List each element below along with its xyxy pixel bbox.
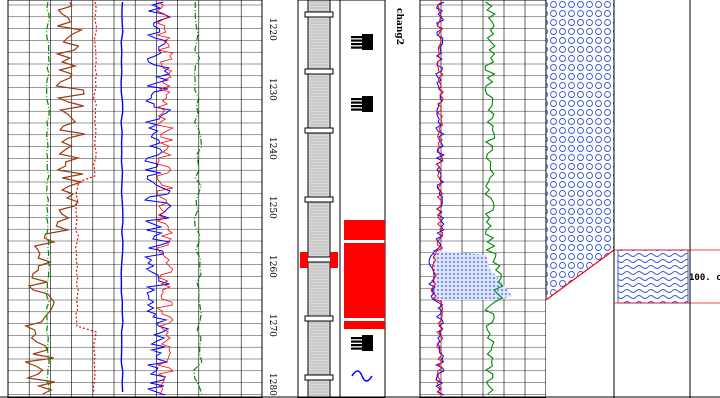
neutron-curve xyxy=(45,1,50,393)
coal-block xyxy=(362,34,373,50)
sand-layer xyxy=(344,321,385,329)
depth-label-1260: 1260 xyxy=(267,255,277,278)
sonic-curve xyxy=(193,1,203,395)
casing-collar xyxy=(304,315,334,322)
gamma-curve xyxy=(143,1,172,396)
interpretation-value: 100. c xyxy=(689,273,720,283)
curve-track-1 xyxy=(7,0,263,398)
resistivity-shallow-curve xyxy=(430,1,444,396)
caliper-curve xyxy=(120,1,124,393)
depth-label-1230: 1230 xyxy=(267,78,277,101)
pattern-mask xyxy=(546,250,614,398)
porosity-fill xyxy=(433,250,512,300)
tilde-icon xyxy=(351,370,373,382)
depth-label-1270: 1270 xyxy=(267,314,277,337)
circle-pattern-icon xyxy=(546,0,614,300)
depth-label-1220: 1220 xyxy=(267,18,277,41)
depth-label-1280: 1280 xyxy=(267,373,277,396)
sand-layer xyxy=(344,220,385,240)
casing-track xyxy=(297,0,341,398)
casing-collar xyxy=(304,374,334,381)
coal-block xyxy=(362,96,373,112)
sp-curve xyxy=(74,1,98,393)
layer-annotation: chang2 xyxy=(394,8,404,45)
casing-collar xyxy=(304,68,334,75)
depth-label-1250: 1250 xyxy=(267,196,277,219)
casing-collar xyxy=(304,127,334,134)
depth-track: 1220 1230 1240 1250 1260 1270 1280 xyxy=(261,0,277,398)
curve-track-2 xyxy=(419,0,547,398)
casing-collar xyxy=(304,196,334,203)
resistivity-curve xyxy=(23,1,85,395)
perforation-left xyxy=(300,252,308,268)
lithology-frame xyxy=(339,0,386,398)
unconformity-line xyxy=(545,249,615,301)
porosity-curve xyxy=(484,1,504,395)
casing-collar xyxy=(304,256,334,263)
coal-block xyxy=(362,335,373,351)
casing-collar xyxy=(304,11,334,18)
wave-pattern-icon xyxy=(617,249,689,304)
sand-layer xyxy=(344,243,385,318)
density-curve xyxy=(155,1,174,396)
depth-label-1240: 1240 xyxy=(267,137,277,160)
lithology-track xyxy=(339,0,386,398)
perforation-right xyxy=(330,252,338,268)
